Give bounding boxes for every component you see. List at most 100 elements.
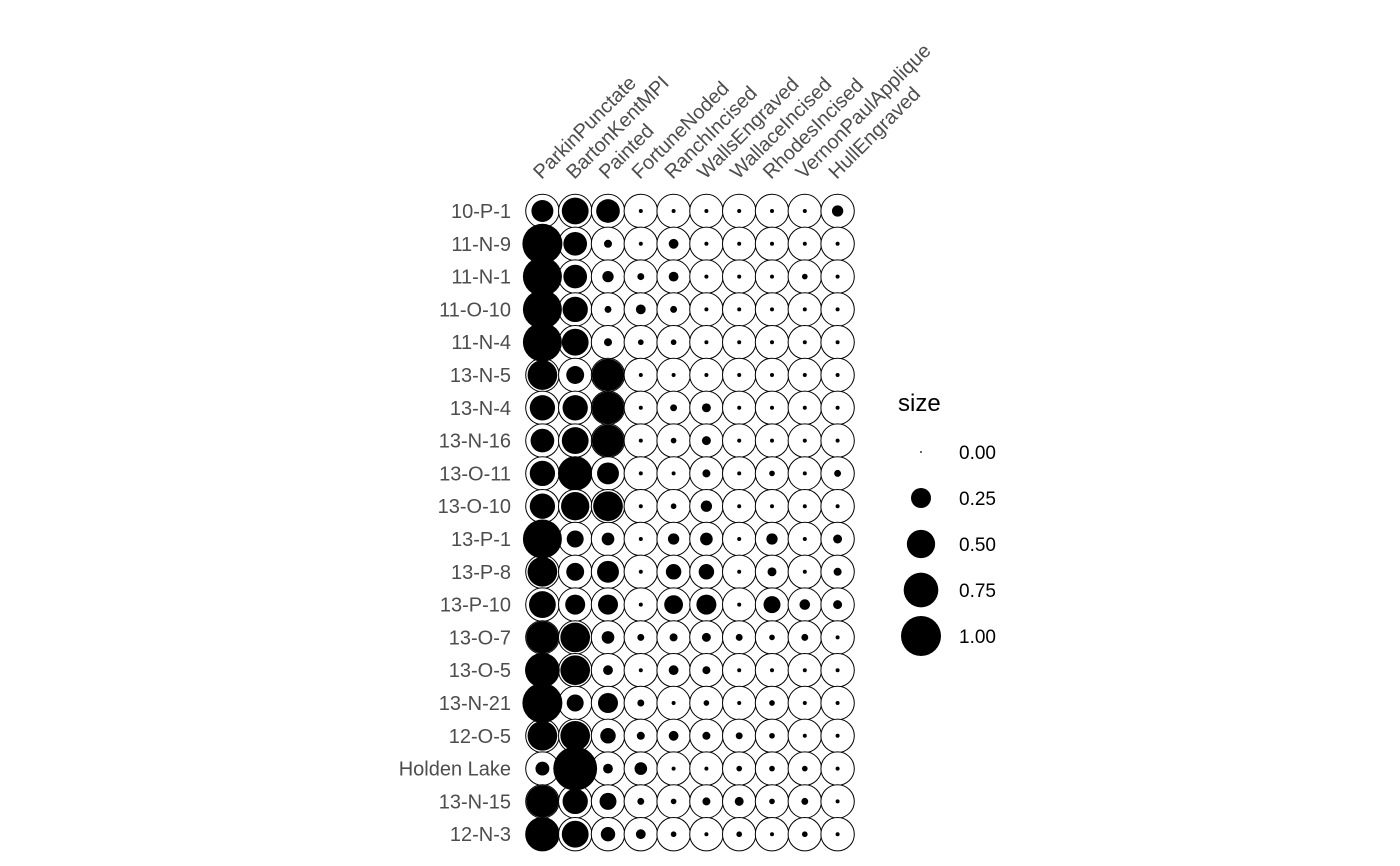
- data-point: [561, 197, 589, 225]
- data-point: [535, 761, 550, 776]
- data-point: [763, 596, 781, 614]
- data-point: [561, 820, 589, 848]
- data-point: [735, 633, 743, 641]
- row-label: 13-N-15: [439, 791, 511, 813]
- data-point: [599, 792, 617, 810]
- data-point: [530, 428, 555, 453]
- data-point: [565, 594, 586, 615]
- data-point: [638, 471, 643, 476]
- data-point: [737, 471, 742, 476]
- data-point: [802, 340, 807, 345]
- data-point: [562, 395, 588, 421]
- data-point: [802, 668, 807, 673]
- row-label: 13-N-4: [450, 398, 511, 420]
- data-point: [698, 564, 715, 580]
- data-point: [527, 556, 558, 587]
- data-point: [770, 405, 774, 410]
- data-point: [737, 504, 742, 509]
- row-label: 11-N-1: [451, 267, 511, 289]
- data-point: [704, 209, 709, 213]
- data-point: [603, 665, 613, 676]
- data-point: [704, 307, 709, 312]
- data-point: [522, 257, 562, 297]
- data-point: [736, 831, 743, 838]
- data-point: [802, 733, 807, 738]
- data-point: [561, 492, 590, 521]
- legend-title: size: [898, 390, 941, 417]
- data-point: [769, 798, 775, 805]
- row-label: 13-P-1: [451, 529, 511, 551]
- column-tick-labels: ParkinPunctateBartonKentMPIPaintedFortun…: [529, 40, 935, 184]
- data-point: [562, 788, 588, 815]
- row-label: Holden Lake: [399, 759, 511, 781]
- data-point: [566, 562, 585, 581]
- row-label: 13-O-7: [449, 627, 511, 649]
- data-point: [737, 668, 742, 673]
- data-point: [835, 373, 840, 377]
- data-point: [638, 569, 643, 574]
- row-label: 13-N-16: [439, 431, 511, 453]
- data-point: [802, 504, 807, 509]
- data-point: [526, 621, 559, 654]
- legend-key: [920, 451, 922, 453]
- data-point: [671, 766, 676, 771]
- data-point: [671, 471, 676, 476]
- data-point: [602, 270, 614, 283]
- data-point: [598, 693, 618, 713]
- data-point: [770, 307, 774, 312]
- row-label: 11-N-4: [451, 332, 511, 354]
- data-point: [566, 694, 584, 712]
- data-point: [737, 373, 742, 377]
- row-label: 13-O-11: [439, 463, 511, 485]
- data-point: [801, 765, 808, 772]
- row-label: 12-N-3: [450, 824, 511, 846]
- data-point: [637, 797, 645, 805]
- data-point: [604, 239, 612, 248]
- data-point: [769, 470, 775, 477]
- data-point: [770, 241, 774, 246]
- data-point: [638, 241, 643, 246]
- data-point: [833, 600, 843, 610]
- data-point: [563, 231, 588, 256]
- data-point: [522, 519, 562, 559]
- data-point: [702, 797, 711, 806]
- data-point: [527, 360, 558, 390]
- data-point: [560, 622, 591, 653]
- data-point: [604, 338, 612, 347]
- data-point: [833, 534, 843, 544]
- data-point: [596, 199, 620, 223]
- data-point: [737, 602, 742, 607]
- legend-label: 0.75: [959, 581, 996, 602]
- data-point: [703, 700, 710, 706]
- data-point: [635, 304, 646, 315]
- data-point: [737, 274, 742, 279]
- data-point: [770, 209, 774, 213]
- data-point: [531, 200, 554, 222]
- data-point: [670, 437, 677, 444]
- data-point: [670, 404, 678, 412]
- data-point: [737, 307, 742, 312]
- data-point: [835, 307, 840, 312]
- data-point: [668, 665, 679, 676]
- data-point: [529, 493, 556, 519]
- data-point: [638, 504, 643, 509]
- data-point: [526, 785, 559, 818]
- data-point: [802, 405, 807, 410]
- data-point: [597, 462, 619, 485]
- data-point: [638, 668, 643, 673]
- data-point: [664, 595, 683, 614]
- data-point: [637, 633, 645, 641]
- data-point: [737, 405, 742, 410]
- data-point: [563, 264, 588, 289]
- data-point: [737, 701, 742, 705]
- data-point: [638, 537, 643, 541]
- data-point: [522, 322, 562, 362]
- data-point: [835, 701, 840, 705]
- data-point: [802, 438, 807, 443]
- data-point: [603, 763, 613, 774]
- data-point: [561, 328, 589, 356]
- data-point: [522, 223, 563, 264]
- data-point: [637, 339, 644, 346]
- data-point: [700, 500, 713, 512]
- data-point: [835, 668, 840, 673]
